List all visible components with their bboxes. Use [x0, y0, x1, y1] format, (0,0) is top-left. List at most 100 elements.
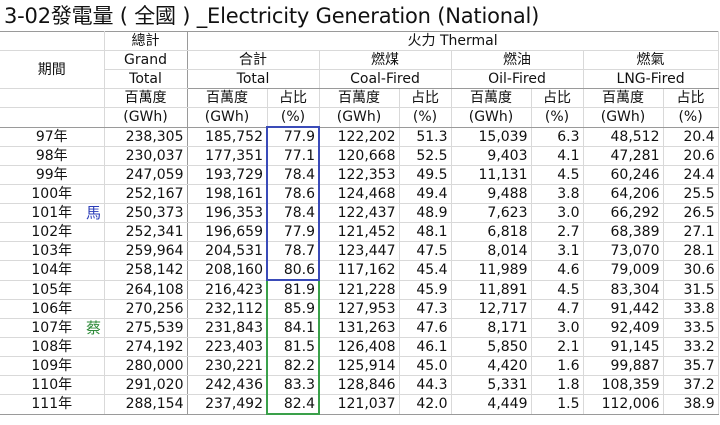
cell-oil-share[interactable]: 3.8	[531, 184, 584, 204]
cell-oil[interactable]: 4,420	[450, 356, 532, 376]
cell-coal-share[interactable]: 52.5	[399, 146, 452, 166]
cell-oil[interactable]: 8,171	[450, 318, 532, 338]
cell-grand-total[interactable]: 280,000	[103, 356, 188, 376]
cell-period[interactable]: 107年蔡	[0, 318, 105, 338]
header-unit-zh[interactable]: 百萬度	[318, 88, 400, 108]
cell-lng[interactable]: 79,009	[582, 260, 664, 281]
cell-total-share[interactable]: 82.4	[266, 394, 320, 415]
cell-grand-total[interactable]: 291,020	[103, 375, 188, 395]
cell-lng[interactable]: 91,145	[582, 337, 664, 357]
cell-lng[interactable]: 48,512	[582, 127, 664, 147]
header-unit-zh[interactable]: 百萬度	[450, 88, 532, 108]
cell-oil-share[interactable]: 4.7	[531, 299, 584, 319]
cell-period[interactable]: 106年	[0, 299, 105, 319]
header-thermal[interactable]: 火力 Thermal	[187, 31, 719, 51]
cell-period[interactable]: 111年	[0, 394, 105, 415]
header-oil-en[interactable]: Oil-Fired	[450, 69, 584, 89]
cell-total-share[interactable]: 78.4	[266, 165, 320, 185]
cell-coal-share[interactable]: 47.5	[399, 241, 452, 261]
cell-total[interactable]: 196,659	[187, 222, 268, 242]
cell-oil-share[interactable]: 4.6	[531, 260, 584, 281]
cell-coal[interactable]: 121,452	[318, 222, 400, 242]
cell-lng-share[interactable]: 30.6	[663, 260, 719, 281]
header-share-en[interactable]: (%)	[531, 107, 584, 128]
cell-oil[interactable]: 6,818	[450, 222, 532, 242]
cell-grand-total[interactable]: 288,154	[103, 394, 188, 415]
cell-oil[interactable]: 8,014	[450, 241, 532, 261]
header-unit-en[interactable]: (GWh)	[318, 107, 400, 128]
header-unit-en[interactable]: (GWh)	[582, 107, 664, 128]
cell-oil[interactable]: 5,331	[450, 375, 532, 395]
cell-lng-share[interactable]: 26.5	[663, 203, 719, 223]
cell-coal-share[interactable]: 51.3	[399, 127, 452, 147]
cell-lng-share[interactable]: 33.2	[663, 337, 719, 357]
header-total-en[interactable]: Total	[187, 69, 320, 89]
cell-period[interactable]: 98年	[0, 146, 105, 166]
header-share-zh[interactable]: 占比	[531, 88, 584, 108]
header-unit-zh[interactable]: 百萬度	[103, 88, 188, 108]
cell-period[interactable]: 103年	[0, 241, 105, 261]
cell-total-share[interactable]: 78.7	[266, 241, 320, 261]
cell-oil-share[interactable]: 3.1	[531, 241, 584, 261]
cell-grand-total[interactable]: 270,256	[103, 299, 188, 319]
cell-period[interactable]: 101年馬	[0, 203, 105, 223]
header-share-en[interactable]: (%)	[267, 107, 320, 128]
header-period[interactable]: 期間	[0, 50, 105, 89]
cell-lng[interactable]: 64,206	[582, 184, 664, 204]
cell-grand-total[interactable]: 259,964	[103, 241, 188, 261]
cell-total[interactable]: 230,221	[187, 356, 268, 376]
cell-coal[interactable]: 128,846	[318, 375, 400, 395]
cell-lng-share[interactable]: 37.2	[663, 375, 719, 395]
cell-coal[interactable]: 122,202	[318, 127, 400, 147]
cell-coal-share[interactable]: 45.0	[399, 356, 452, 376]
cell-oil[interactable]: 4,449	[450, 394, 532, 415]
header-share-zh[interactable]: 占比	[663, 88, 719, 108]
cell-coal-share[interactable]: 42.0	[399, 394, 452, 415]
cell-coal[interactable]: 131,263	[318, 318, 400, 338]
cell-total-share[interactable]: 77.1	[266, 146, 320, 166]
cell-coal[interactable]: 127,953	[318, 299, 400, 319]
cell-grand-total[interactable]: 252,341	[103, 222, 188, 242]
header-lng-en[interactable]: LNG-Fired	[582, 69, 719, 89]
cell-coal[interactable]: 124,468	[318, 184, 400, 204]
cell-coal-share[interactable]: 49.5	[399, 165, 452, 185]
cell-period[interactable]: 108年	[0, 337, 105, 357]
cell-total[interactable]: 204,531	[187, 241, 268, 261]
cell-oil[interactable]: 7,623	[450, 203, 532, 223]
cell-oil-share[interactable]: 4.1	[531, 146, 584, 166]
cell-lng[interactable]: 92,409	[582, 318, 664, 338]
header-grand-total-zh[interactable]: 總計	[103, 31, 188, 51]
cell-lng-share[interactable]: 27.1	[663, 222, 719, 242]
cell-lng[interactable]: 108,359	[582, 375, 664, 395]
header-total-zh[interactable]: 合計	[187, 50, 320, 70]
cell-lng[interactable]: 83,304	[582, 280, 664, 300]
cell-coal-share[interactable]: 45.4	[399, 260, 452, 281]
cell-oil-share[interactable]: 1.5	[531, 394, 584, 415]
cell[interactable]	[0, 88, 105, 108]
cell-lng[interactable]: 68,389	[582, 222, 664, 242]
cell-period[interactable]: 110年	[0, 375, 105, 395]
cell-coal[interactable]: 121,037	[318, 394, 400, 415]
cell-lng-share[interactable]: 24.4	[663, 165, 719, 185]
cell-lng-share[interactable]: 28.1	[663, 241, 719, 261]
cell-period[interactable]: 99年	[0, 165, 105, 185]
header-share-en[interactable]: (%)	[399, 107, 452, 128]
cell-coal[interactable]: 121,228	[318, 280, 400, 300]
cell-total-share[interactable]: 80.6	[266, 260, 320, 281]
cell-lng[interactable]: 66,292	[582, 203, 664, 223]
cell-total-share[interactable]: 77.9	[266, 222, 320, 242]
cell-oil-share[interactable]: 2.7	[531, 222, 584, 242]
cell-oil-share[interactable]: 1.6	[531, 356, 584, 376]
cell-period[interactable]: 104年	[0, 260, 105, 281]
cell-total[interactable]: 177,351	[187, 146, 268, 166]
cell-grand-total[interactable]: 252,167	[103, 184, 188, 204]
cell-total-share[interactable]: 84.1	[266, 318, 320, 338]
cell-oil-share[interactable]: 4.5	[531, 280, 584, 300]
header-coal-en[interactable]: Coal-Fired	[318, 69, 452, 89]
cell-total-share[interactable]: 78.6	[266, 184, 320, 204]
cell-oil[interactable]: 15,039	[450, 127, 532, 147]
cell-lng[interactable]: 47,281	[582, 146, 664, 166]
cell-oil-share[interactable]: 3.0	[531, 318, 584, 338]
cell-lng[interactable]: 73,070	[582, 241, 664, 261]
cell-grand-total[interactable]: 238,305	[103, 127, 188, 147]
